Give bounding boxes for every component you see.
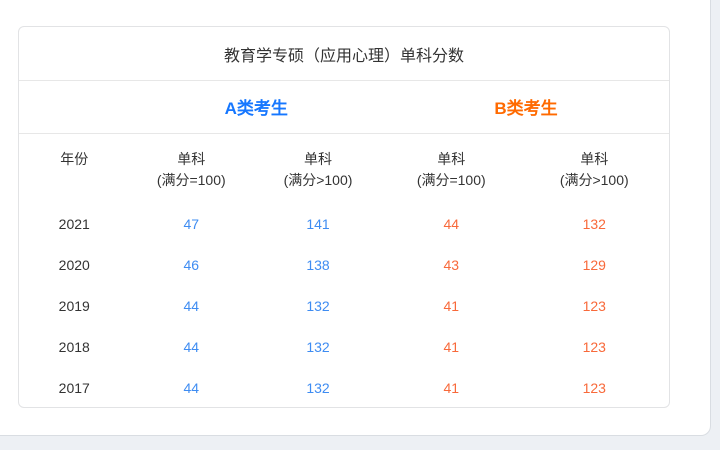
table-row: 2018 44 132 41 123 xyxy=(19,326,669,367)
score-cell-b1: 41 xyxy=(443,297,460,314)
score-cell-b1: 43 xyxy=(443,256,460,273)
column-header-b2-line2: (满分>100) xyxy=(559,171,629,188)
score-cell-a2: 132 xyxy=(306,338,330,355)
score-cell-b1: 41 xyxy=(443,338,460,355)
column-header-a2-line2: (满分>100) xyxy=(283,171,353,188)
year-cell: 2021 xyxy=(58,215,90,232)
column-header-a1-line2: (满分=100) xyxy=(156,171,226,188)
year-cell: 2019 xyxy=(58,297,90,314)
column-header-b2: 单科 (满分>100) xyxy=(520,133,670,203)
score-cell-a1: 47 xyxy=(183,215,200,232)
score-cell-b2: 123 xyxy=(582,379,606,396)
column-header-year: 年份 xyxy=(60,150,89,167)
category-a-header: A类考生 xyxy=(129,81,383,134)
score-cell-b1: 44 xyxy=(443,215,460,232)
score-cell-b2: 132 xyxy=(582,215,606,232)
table-row: 2021 47 141 44 132 xyxy=(19,203,669,244)
category-header-row: A类考生 B类考生 xyxy=(19,81,669,134)
column-header-a1: 单科 (满分=100) xyxy=(130,133,254,203)
column-header-a2: 单科 (满分>100) xyxy=(253,133,383,203)
score-cell-a2: 132 xyxy=(306,379,330,396)
content-panel: 教育学专硕（应用心理）单科分数 A类考生 B类考生 年份 单科 (满分=100) xyxy=(0,0,711,436)
table-row: 2020 46 138 43 129 xyxy=(19,244,669,285)
year-cell: 2018 xyxy=(58,338,90,355)
column-header-b1-line1: 单科 xyxy=(437,150,466,167)
card-title: 教育学专硕（应用心理）单科分数 xyxy=(19,27,669,81)
score-cell-a1: 44 xyxy=(183,297,200,314)
table-row: 2017 44 132 41 123 xyxy=(19,367,669,407)
column-header-b2-line1: 单科 xyxy=(580,150,609,167)
column-header-a1-line1: 单科 xyxy=(177,150,206,167)
column-header-a2-line1: 单科 xyxy=(304,150,332,167)
score-cell-a1: 46 xyxy=(183,256,200,273)
category-empty-cell xyxy=(19,81,130,134)
score-cell-a2: 141 xyxy=(306,215,330,232)
column-header-b1-line2: (满分=100) xyxy=(416,171,486,188)
score-table: A类考生 B类考生 年份 单科 (满分=100) 单科 (满分>100) 单科 … xyxy=(19,81,669,407)
score-cell-b2: 123 xyxy=(582,338,606,355)
score-cell-a1: 44 xyxy=(183,338,200,355)
category-b-header: B类考生 xyxy=(383,81,669,134)
score-cell-b2: 123 xyxy=(582,297,606,314)
score-cell-a1: 44 xyxy=(183,379,200,396)
column-header-b1: 单科 (满分=100) xyxy=(383,133,520,203)
score-card: 教育学专硕（应用心理）单科分数 A类考生 B类考生 年份 单科 (满分=100) xyxy=(18,26,670,408)
score-cell-a2: 138 xyxy=(306,256,330,273)
table-row: 2019 44 132 41 123 xyxy=(19,285,669,326)
score-cell-b2: 129 xyxy=(582,256,606,273)
score-cell-b1: 41 xyxy=(443,379,460,396)
year-cell: 2020 xyxy=(58,256,90,273)
column-header-row: 年份 单科 (满分=100) 单科 (满分>100) 单科 (满分=100) 单… xyxy=(19,133,669,203)
year-cell: 2017 xyxy=(58,379,90,396)
score-cell-a2: 132 xyxy=(306,297,330,314)
